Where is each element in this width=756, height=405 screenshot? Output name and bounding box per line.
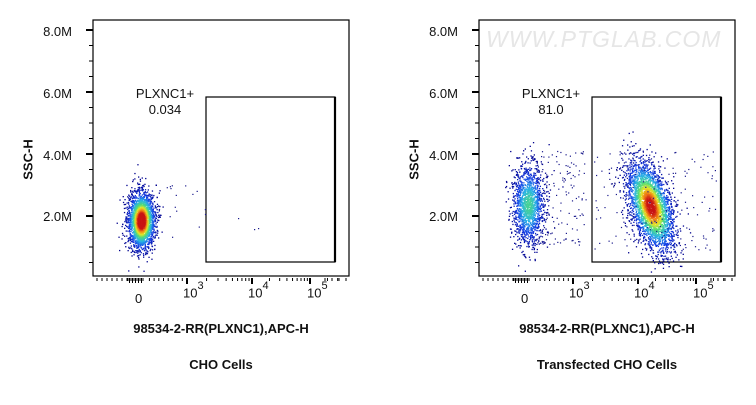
y-axis-label: SSC-H	[20, 139, 36, 180]
y-axis-label: SSC-H	[406, 139, 422, 180]
panel-transfected-cho-cells: WWW.PTGLAB.COM 8.0M 6.0M 4.0M 2.0M SSC-H…	[386, 0, 756, 405]
x-axis-label: 98534-2-RR(PLXNC1),APC-H	[133, 321, 309, 336]
x-tick-0: 0	[135, 291, 143, 306]
x-tick-1e5: 105	[693, 280, 714, 301]
watermark: WWW.PTGLAB.COM	[486, 26, 722, 52]
gate-percent: 0.034	[148, 102, 182, 117]
panel-cho-cells: 8.0M 6.0M 4.0M 2.0M SSC-H 0 103 104 105 …	[20, 19, 350, 372]
gate-name: PLXNC1+	[521, 86, 581, 101]
x-tick-1e4: 104	[248, 280, 269, 301]
panel-caption: CHO Cells	[189, 357, 253, 372]
y-tick-2m: 2.0M	[43, 209, 72, 224]
x-tick-1e3: 103	[183, 280, 204, 301]
y-tick-8m: 8.0M	[429, 24, 458, 39]
gate-label: PLXNC1+ 0.034	[125, 86, 205, 118]
y-tick-8m: 8.0M	[43, 24, 72, 39]
x-tick-1e3: 103	[569, 280, 590, 301]
density-plot-transfected	[472, 19, 736, 284]
x-tick-1e5: 105	[307, 280, 328, 301]
gate-percent: 81.0	[538, 102, 564, 117]
x-tick-0: 0	[521, 291, 529, 306]
panel-caption: Transfected CHO Cells	[536, 357, 678, 372]
x-tick-1e4: 104	[634, 280, 655, 301]
y-tick-6m: 6.0M	[429, 86, 458, 101]
gate-name: PLXNC1+	[135, 86, 195, 101]
y-tick-6m: 6.0M	[43, 86, 72, 101]
y-tick-4m: 4.0M	[43, 148, 72, 163]
y-tick-2m: 2.0M	[429, 209, 458, 224]
x-axis-label: 98534-2-RR(PLXNC1),APC-H	[519, 321, 695, 336]
y-tick-4m: 4.0M	[429, 148, 458, 163]
gate-label: PLXNC1+ 81.0	[511, 86, 591, 118]
density-plot-cho	[86, 19, 350, 284]
